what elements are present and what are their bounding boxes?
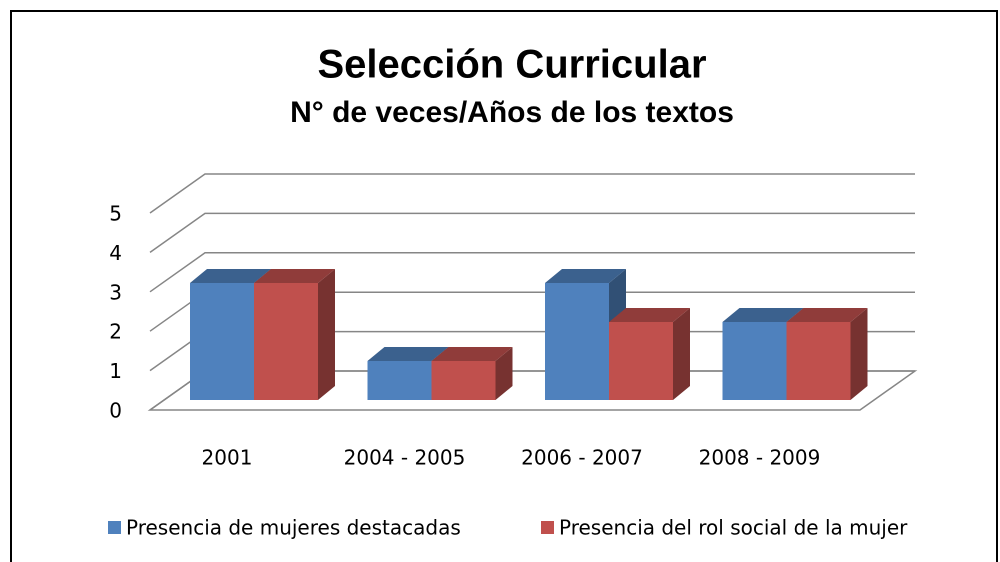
x-tick-label: 2008 - 2009 bbox=[699, 446, 821, 470]
bar-top bbox=[609, 308, 690, 322]
bar bbox=[609, 308, 690, 400]
y-tick-label: 0 bbox=[109, 399, 122, 423]
grid-line bbox=[149, 173, 915, 214]
y-tick-label: 1 bbox=[109, 359, 122, 383]
bar-front bbox=[367, 361, 432, 400]
bar-top bbox=[722, 308, 804, 322]
y-tick-label: 2 bbox=[109, 320, 122, 344]
bar-front bbox=[190, 283, 254, 400]
x-tick-label: 2001 bbox=[202, 446, 253, 470]
y-tick-label: 3 bbox=[109, 280, 122, 304]
bar bbox=[786, 308, 868, 400]
bar-front bbox=[431, 361, 496, 400]
bar-top bbox=[786, 308, 868, 322]
bar-front bbox=[545, 283, 609, 400]
bar-side bbox=[673, 308, 690, 400]
bar-side bbox=[495, 347, 513, 400]
chart-frame bbox=[10, 10, 998, 562]
x-tick-label: 2006 - 2007 bbox=[521, 446, 643, 470]
chart-subtitle: N° de veces/Años de los textos bbox=[290, 96, 734, 129]
bar-top bbox=[545, 269, 626, 283]
bar-top bbox=[190, 269, 271, 283]
legend-swatch bbox=[108, 521, 121, 534]
bar bbox=[254, 269, 335, 400]
x-tick-label: 2004 - 2005 bbox=[344, 446, 466, 470]
bar-side bbox=[850, 308, 868, 400]
grid-line bbox=[149, 212, 915, 254]
bar bbox=[431, 347, 513, 400]
y-tick-label: 5 bbox=[109, 202, 122, 226]
grid-line bbox=[149, 252, 915, 293]
bar-top bbox=[254, 269, 335, 283]
legend-swatch bbox=[541, 521, 554, 534]
bar-front bbox=[722, 322, 787, 400]
legend-label: Presencia de mujeres destacadas bbox=[126, 516, 461, 540]
bar-front bbox=[609, 322, 673, 400]
bar-top bbox=[431, 347, 513, 361]
bar-side bbox=[318, 269, 335, 400]
bar-top bbox=[367, 347, 449, 361]
y-tick-label: 4 bbox=[109, 241, 122, 265]
bar-front bbox=[254, 283, 318, 400]
chart-title: Selección Curricular bbox=[317, 43, 706, 87]
legend-label: Presencia del rol social de la mujer bbox=[559, 516, 908, 540]
bar-front bbox=[786, 322, 851, 400]
